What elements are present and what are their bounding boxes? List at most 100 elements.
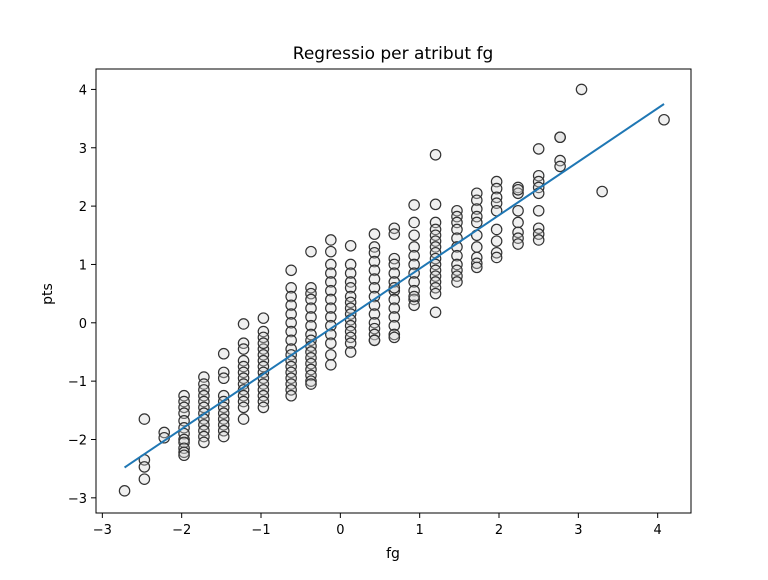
scatter-point — [305, 302, 317, 315]
scatter-point — [368, 334, 381, 347]
y-axis-label: pts — [40, 283, 56, 305]
scatter-point — [344, 281, 357, 294]
scatter-point — [198, 395, 210, 408]
scatter-point — [368, 241, 381, 253]
scatter-point — [596, 185, 608, 198]
scatter-point — [512, 183, 524, 196]
scatter-point — [178, 401, 190, 414]
scatter-point — [532, 228, 545, 240]
scatter-point — [325, 359, 337, 371]
scatter-point — [388, 331, 401, 344]
scatter-point — [217, 407, 230, 420]
scatter-point — [217, 424, 230, 437]
scatter-point — [257, 349, 270, 361]
scatter-point — [554, 160, 566, 173]
x-tick-label: 1 — [416, 523, 424, 538]
scatter-point — [305, 351, 317, 364]
scatter-point — [554, 131, 566, 144]
regression-line — [124, 103, 665, 469]
scatter-point — [118, 485, 131, 497]
scatter-point — [198, 401, 210, 414]
scatter-point — [408, 293, 420, 306]
scatter-point — [368, 281, 381, 294]
scatter-point — [344, 319, 357, 332]
scatter-point — [305, 369, 317, 382]
scatter-point — [532, 204, 545, 217]
scatter-point — [512, 187, 524, 200]
x-tick-label: 3 — [574, 523, 582, 538]
scatter-point — [658, 113, 670, 126]
scatter-point — [325, 311, 337, 323]
scatter-point — [325, 284, 337, 297]
scatter-point — [325, 293, 337, 306]
regression-line-layer — [124, 103, 665, 469]
scatter-point — [344, 258, 357, 271]
scatter-point — [285, 334, 297, 347]
scatter-point — [429, 235, 442, 247]
scatter-point — [490, 235, 503, 247]
scatter-point — [408, 216, 420, 229]
scatter-point — [470, 257, 483, 270]
scatter-point — [285, 308, 297, 320]
scatter-point — [285, 264, 297, 277]
scatter-point — [388, 319, 401, 332]
scatter-point — [305, 293, 317, 306]
scatter-point — [429, 258, 442, 271]
scatter-point — [512, 238, 524, 250]
scatter-point — [285, 360, 297, 373]
scatter-point — [344, 325, 357, 338]
scatter-point — [490, 251, 503, 264]
scatter-point — [429, 223, 442, 236]
scatter-point — [325, 258, 337, 271]
chart-title: Regressio per atribut fg — [293, 44, 493, 64]
x-tick-label: −3 — [93, 523, 112, 538]
scatter-point — [408, 290, 420, 303]
scatter-point — [325, 267, 337, 279]
scatter-point — [325, 302, 337, 315]
scatter-point — [257, 312, 270, 324]
scatter-point — [532, 169, 545, 182]
scatter-point — [305, 346, 317, 358]
scatter-point — [217, 419, 230, 431]
scatter-point — [198, 424, 210, 437]
scatter-point — [408, 299, 420, 312]
scatter-point — [388, 311, 401, 323]
scatter-point — [285, 384, 297, 396]
scatter-point — [325, 276, 337, 288]
scatter-point — [237, 360, 250, 373]
scatter-point — [451, 258, 463, 271]
scatter-point — [198, 436, 210, 449]
scatter-point — [305, 363, 317, 376]
scatter-point — [257, 384, 270, 396]
scatter-point — [512, 204, 524, 217]
scatter-point — [198, 430, 210, 443]
scatter-point — [512, 232, 524, 244]
scatter-point — [178, 446, 190, 459]
scatter-point — [325, 245, 337, 258]
scatter-point — [217, 413, 230, 425]
scatter-point — [451, 223, 463, 236]
x-tick-label: 2 — [495, 523, 503, 538]
scatter-point — [237, 395, 250, 408]
scatter-point — [408, 199, 420, 211]
scatter-point — [344, 302, 357, 315]
scatter-point — [429, 281, 442, 294]
scatter-point — [237, 389, 250, 402]
scatter-point — [344, 331, 357, 344]
x-tick-label: −1 — [251, 523, 270, 538]
scatter-point — [429, 148, 442, 161]
y-tick-label: 1 — [79, 258, 87, 273]
scatter-points — [118, 83, 670, 497]
scatter-point — [344, 267, 357, 279]
scatter-point — [237, 372, 250, 385]
scatter-point — [285, 372, 297, 385]
scatter-point — [305, 319, 317, 332]
scatter-point — [305, 357, 317, 370]
x-axis-ticks: −3 −2 −1 0 1 2 3 4 — [93, 513, 662, 538]
scatter-point — [368, 255, 381, 268]
scatter-point — [257, 389, 270, 402]
y-tick-label: −1 — [68, 375, 87, 390]
scatter-point — [368, 322, 381, 335]
scatter-point — [178, 389, 190, 402]
scatter-point — [257, 395, 270, 408]
